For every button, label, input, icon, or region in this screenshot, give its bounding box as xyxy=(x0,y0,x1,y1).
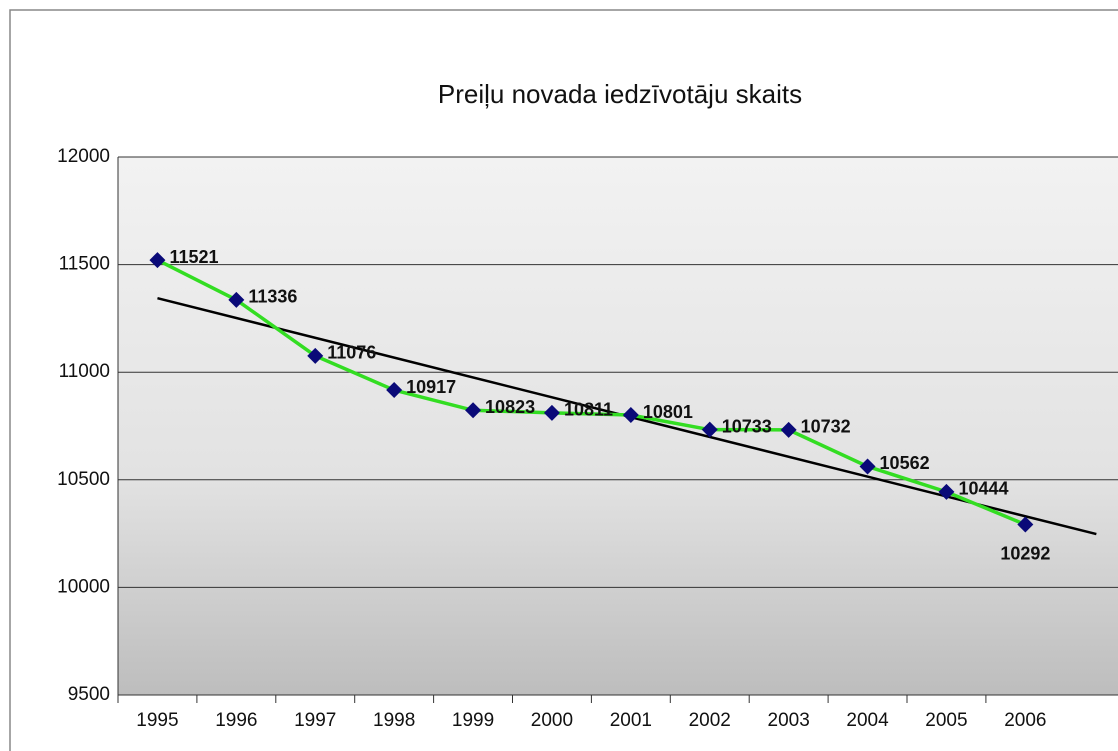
x-tick-label: 2003 xyxy=(768,710,810,731)
data-label: 11521 xyxy=(169,247,218,267)
data-marker xyxy=(149,252,166,269)
data-line xyxy=(156,258,1027,527)
data-marker xyxy=(543,404,560,421)
data-label: 10917 xyxy=(406,377,456,397)
y-tick-label: 12000 xyxy=(57,146,110,167)
data-label: 10823 xyxy=(485,397,535,417)
x-tick-label: 1996 xyxy=(215,710,257,731)
x-tick-label: 1999 xyxy=(452,710,494,731)
data-marker xyxy=(1017,516,1034,533)
y-tick-label: 11500 xyxy=(59,254,110,275)
data-label: 10732 xyxy=(801,417,851,437)
data-label: 11336 xyxy=(248,287,297,307)
x-tick-label: 2006 xyxy=(1004,710,1046,731)
data-marker xyxy=(228,291,245,308)
data-marker xyxy=(465,402,482,419)
data-marker xyxy=(307,347,324,364)
data-label: 10733 xyxy=(722,416,772,436)
data-label: 10801 xyxy=(643,402,693,422)
x-tick-label: 2005 xyxy=(925,710,967,731)
y-tick-label: 9500 xyxy=(68,684,110,705)
data-label: 10292 xyxy=(1000,543,1050,563)
data-marker xyxy=(780,421,797,438)
data-marker xyxy=(859,458,876,475)
data-marker xyxy=(701,421,718,438)
x-tick-label: 2001 xyxy=(610,710,652,731)
y-tick-label: 11000 xyxy=(59,361,110,382)
data-label: 10562 xyxy=(880,453,930,473)
data-label: 11076 xyxy=(327,343,376,363)
x-tick-label: 2000 xyxy=(531,710,573,731)
x-tick-label: 1998 xyxy=(373,710,415,731)
data-marker xyxy=(622,407,639,424)
y-tick-label: 10500 xyxy=(57,469,110,490)
data-marker xyxy=(386,382,403,399)
data-label: 10811 xyxy=(564,400,613,420)
x-tick-label: 2004 xyxy=(846,710,889,731)
x-tick-label: 1997 xyxy=(294,710,336,731)
y-tick-label: 10000 xyxy=(57,576,110,597)
data-label: 10444 xyxy=(958,479,1008,499)
x-tick-label: 1995 xyxy=(136,710,178,731)
chart-title: Preiļu novada iedzīvotāju skaits xyxy=(438,79,802,109)
x-tick-label: 2002 xyxy=(689,710,731,731)
plot-area xyxy=(118,157,1118,695)
data-marker xyxy=(938,483,955,500)
